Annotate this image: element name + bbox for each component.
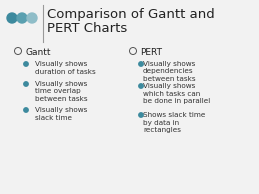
Circle shape [24,108,28,112]
Circle shape [24,62,28,66]
Circle shape [139,113,143,117]
Circle shape [7,13,17,23]
Text: PERT Charts: PERT Charts [47,22,127,35]
Text: Visually shows
which tasks can
be done in parallel: Visually shows which tasks can be done i… [143,83,210,104]
Text: Visually shows
time overlap
between tasks: Visually shows time overlap between task… [35,81,88,102]
Text: Shows slack time
by data in
rectangles: Shows slack time by data in rectangles [143,112,205,133]
Circle shape [139,84,143,88]
Text: Visually shows
slack time: Visually shows slack time [35,107,87,120]
Text: Visually shows
duration of tasks: Visually shows duration of tasks [35,61,96,74]
Circle shape [139,62,143,66]
Circle shape [24,82,28,86]
Text: Visually shows
dependencies
between tasks: Visually shows dependencies between task… [143,61,196,82]
Text: Gantt: Gantt [25,48,51,57]
Circle shape [27,13,37,23]
Text: PERT: PERT [140,48,162,57]
Circle shape [17,13,27,23]
Text: Comparison of Gantt and: Comparison of Gantt and [47,8,215,21]
